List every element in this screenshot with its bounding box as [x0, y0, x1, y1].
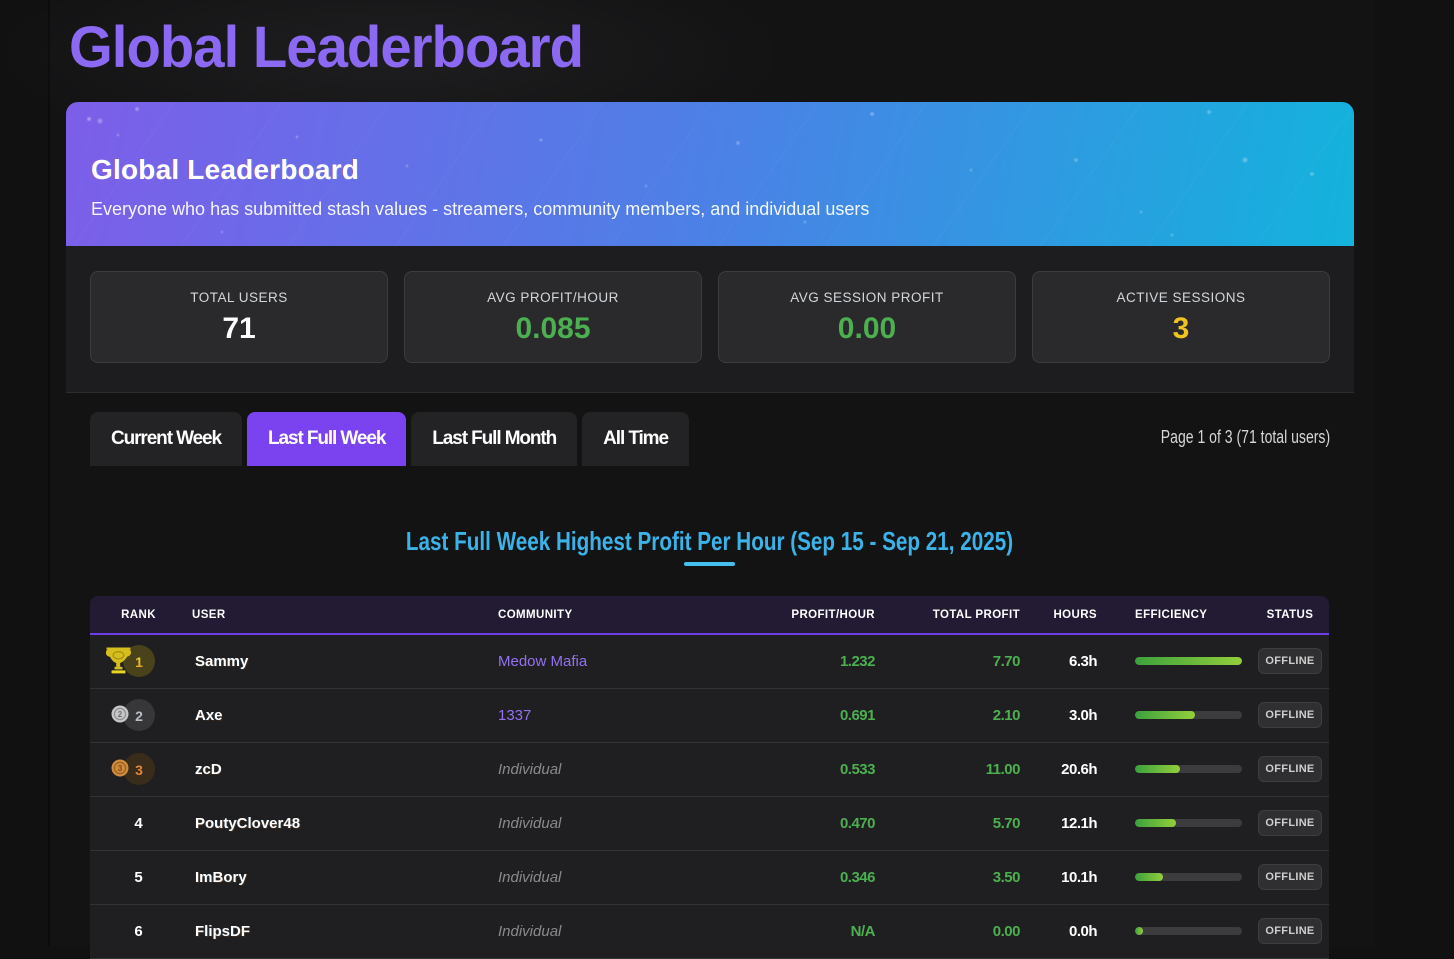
svg-text:3: 3 [118, 764, 123, 773]
svg-text:2: 2 [118, 710, 123, 719]
